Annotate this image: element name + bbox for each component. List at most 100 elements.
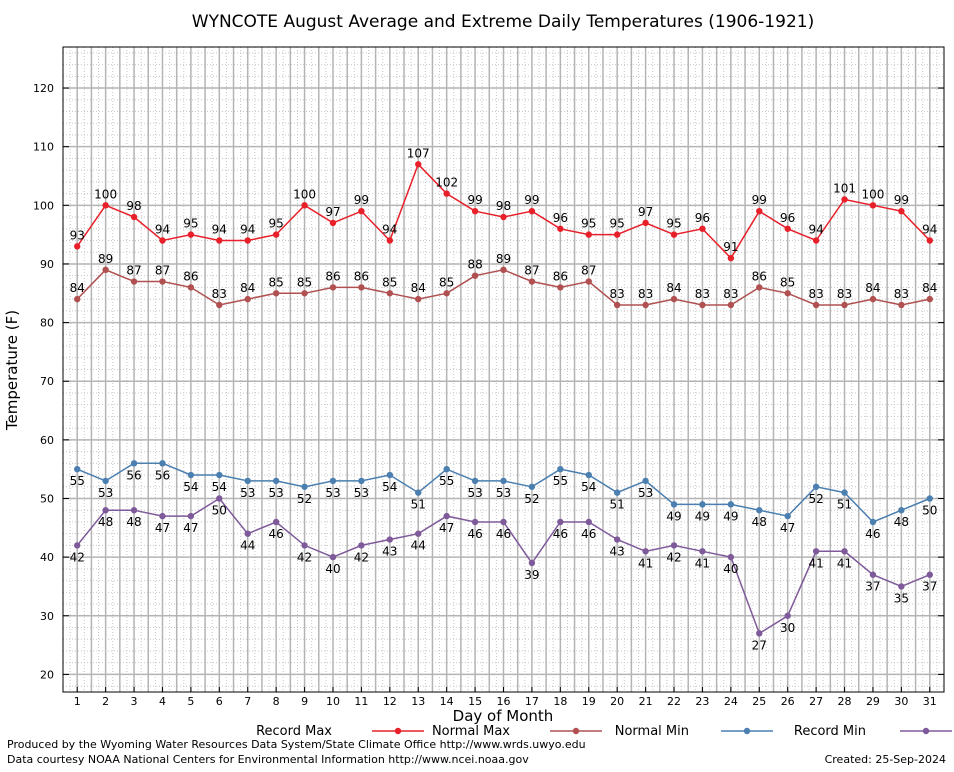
data-label-normal-min: 55 — [553, 474, 568, 488]
data-label-record-min: 50 — [212, 504, 227, 518]
data-point-record-max — [329, 219, 337, 227]
data-point-normal-max — [272, 290, 280, 297]
data-label-record-max: 95 — [666, 217, 681, 231]
data-point-record-max — [500, 213, 507, 221]
data-point-record-max — [613, 231, 621, 238]
data-label-record-min: 42 — [70, 550, 85, 564]
data-label-record-max: 98 — [496, 199, 511, 213]
data-label-record-min: 46 — [581, 527, 596, 541]
data-label-normal-max: 83 — [894, 287, 909, 301]
data-point-record-max — [812, 237, 820, 244]
x-tick-label: 4 — [159, 695, 166, 708]
data-point-record-max — [898, 207, 905, 215]
data-point-record-min — [187, 512, 195, 520]
data-label-record-max: 96 — [780, 211, 795, 225]
data-point-normal-min — [244, 477, 251, 485]
y-tick-label: 40 — [40, 551, 54, 564]
data-point-normal-max — [869, 295, 877, 303]
data-label-normal-min: 53 — [269, 486, 284, 500]
data-point-normal-max — [74, 295, 81, 303]
data-label-normal-max: 87 — [524, 264, 539, 278]
data-label-record-max: 100 — [94, 187, 117, 201]
data-label-normal-max: 88 — [467, 258, 482, 272]
y-axis-label: Temperature (F) — [3, 310, 21, 431]
data-label-record-min: 46 — [553, 527, 568, 541]
data-point-record-min — [841, 548, 848, 555]
data-label-record-max: 93 — [70, 228, 85, 242]
data-label-normal-min: 54 — [581, 480, 596, 494]
data-label-record-min: 44 — [240, 539, 255, 553]
data-label-record-min: 43 — [610, 545, 625, 559]
data-point-normal-max — [130, 278, 138, 285]
x-tick-label: 24 — [724, 695, 738, 708]
legend-label-normal-max: Normal Max — [432, 724, 510, 739]
data-point-record-max — [528, 207, 536, 215]
data-label-normal-max: 89 — [98, 252, 113, 266]
x-tick-label: 12 — [383, 695, 397, 708]
data-point-normal-min — [301, 483, 308, 490]
data-point-record-min — [358, 542, 365, 549]
data-label-normal-min: 49 — [695, 509, 710, 523]
data-point-record-min — [670, 542, 678, 549]
data-label-record-max: 95 — [183, 217, 198, 231]
x-tick-label: 11 — [354, 695, 368, 708]
data-label-record-min: 35 — [894, 591, 909, 605]
data-label-record-min: 47 — [183, 521, 198, 535]
data-point-record-max — [187, 231, 195, 238]
data-label-record-max: 96 — [695, 211, 710, 225]
data-label-record-min: 37 — [865, 580, 880, 594]
x-tick-label: 28 — [838, 695, 852, 708]
data-label-record-min: 42 — [666, 550, 681, 564]
x-tick-label: 17 — [525, 695, 539, 708]
data-point-record-min — [74, 542, 81, 549]
data-label-record-min: 47 — [155, 521, 170, 535]
data-point-normal-min — [784, 512, 791, 520]
data-point-normal-max — [471, 272, 479, 279]
data-label-normal-min: 53 — [354, 486, 369, 500]
data-label-record-max: 99 — [467, 193, 482, 207]
data-point-normal-max — [699, 301, 706, 309]
data-point-record-min — [415, 530, 422, 537]
x-tick-label: 23 — [695, 695, 709, 708]
x-tick-label: 9 — [301, 695, 308, 708]
legend-label-record-min: Record Min — [794, 724, 866, 739]
data-point-normal-min — [216, 471, 223, 479]
legend-marker-record-max — [394, 727, 402, 735]
data-point-normal-max — [926, 295, 933, 303]
data-point-record-min — [244, 530, 251, 537]
x-tick-label: 18 — [553, 695, 567, 708]
y-tick-label: 110 — [33, 141, 54, 154]
data-point-normal-max — [443, 290, 450, 297]
data-point-record-max — [642, 219, 649, 227]
data-label-record-max: 99 — [354, 193, 369, 207]
data-label-normal-min: 46 — [865, 527, 880, 541]
data-label-normal-min: 53 — [325, 486, 340, 500]
data-label-normal-max: 84 — [240, 281, 255, 295]
data-label-normal-min: 53 — [240, 486, 255, 500]
data-label-record-max: 99 — [894, 193, 909, 207]
data-point-normal-min — [898, 507, 905, 514]
data-courtesy-credit: Data courtesy NOAA National Centers for … — [7, 753, 529, 766]
data-label-normal-max: 85 — [780, 275, 795, 289]
x-tick-label: 26 — [781, 695, 795, 708]
data-point-normal-min — [727, 501, 735, 508]
data-label-normal-min: 53 — [467, 486, 482, 500]
data-label-record-min: 40 — [723, 562, 738, 576]
data-label-record-max: 98 — [126, 199, 141, 213]
data-point-normal-min — [670, 501, 678, 508]
data-label-record-max: 94 — [240, 223, 255, 237]
series-record-min: 42 48 48 47 47 50 44 46 42 40 42 43 44 47 46 46 39 46 46 43… — [70, 495, 937, 652]
data-label-normal-min: 54 — [183, 480, 198, 494]
data-label-record-min: 42 — [354, 550, 369, 564]
data-point-record-min — [812, 548, 820, 555]
data-point-normal-max — [500, 266, 507, 274]
data-point-record-min — [386, 536, 394, 543]
data-label-record-min: 27 — [752, 638, 767, 652]
data-label-normal-max: 83 — [610, 287, 625, 301]
data-label-record-max: 94 — [155, 223, 170, 237]
data-point-record-min — [727, 553, 735, 561]
data-label-normal-max: 89 — [496, 252, 511, 266]
data-label-normal-min: 52 — [297, 492, 312, 506]
data-label-record-min: 48 — [126, 515, 141, 529]
